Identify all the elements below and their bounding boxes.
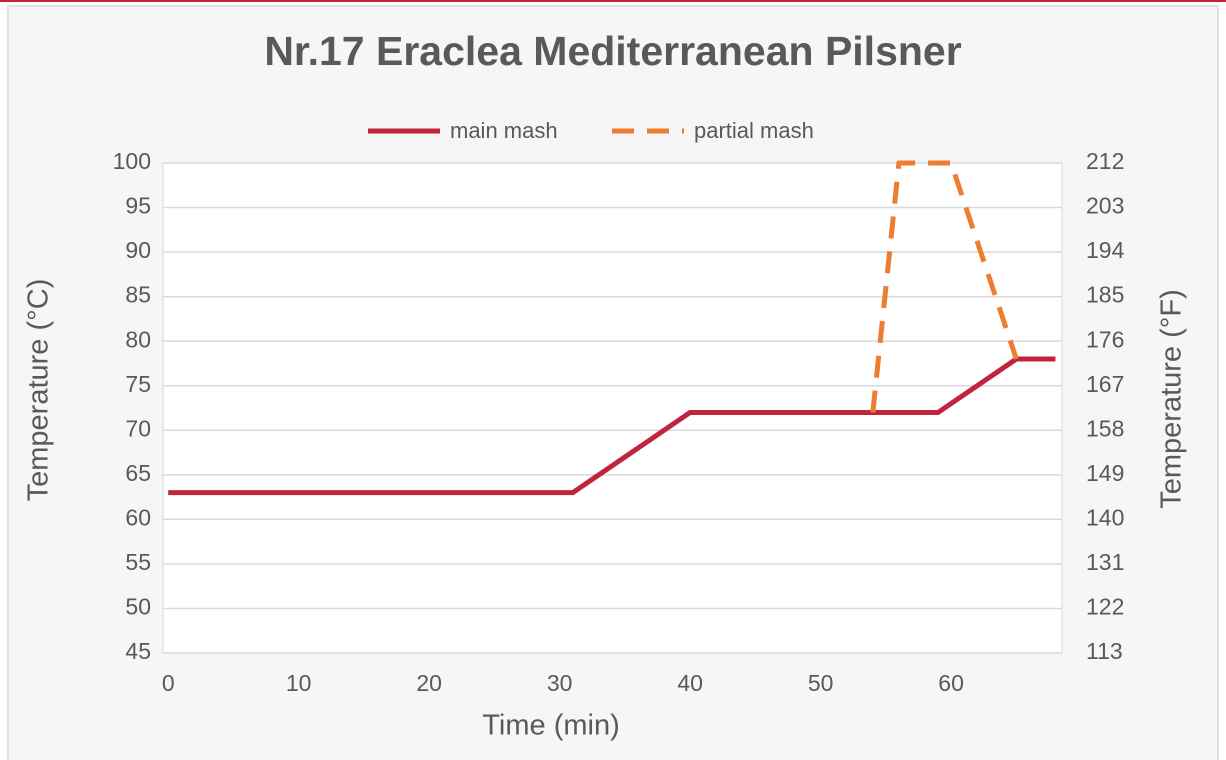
x-tick-label: 0	[162, 670, 175, 696]
y-tick-label: 95	[125, 193, 151, 219]
y-tick-label: 75	[125, 371, 151, 397]
y2-tick-label: 176	[1086, 326, 1124, 352]
x-tick-label: 60	[938, 670, 964, 696]
y2-axis-title: Temperature (°F)	[1156, 289, 1188, 508]
x-tick-label: 20	[416, 670, 442, 696]
y-tick-label: 60	[125, 504, 151, 530]
legend-label: main mash	[450, 118, 558, 143]
legend-label: partial mash	[694, 118, 814, 143]
y2-tick-label: 140	[1086, 504, 1124, 530]
y-tick-label: 90	[125, 237, 151, 263]
y-tick-label: 65	[125, 460, 151, 486]
y-tick-label: 45	[125, 638, 151, 664]
x-tick-label: 10	[286, 670, 312, 696]
y2-tick-label: 167	[1086, 371, 1124, 397]
y2-tick-label: 194	[1086, 237, 1125, 263]
y-tick-label: 70	[125, 415, 151, 441]
series-line	[168, 356, 1056, 496]
y-tick-label: 80	[125, 326, 151, 352]
chart-title: Nr.17 Eraclea Mediterranean Pilsner	[264, 28, 961, 74]
y2-tick-label: 212	[1086, 148, 1124, 174]
x-axis-title: Time (min)	[482, 710, 619, 742]
y2-tick-label: 185	[1086, 282, 1124, 308]
y2-tick-label: 122	[1086, 594, 1124, 620]
series-line	[870, 160, 1019, 413]
x-tick-label: 50	[808, 670, 834, 696]
y-tick-label: 85	[125, 282, 151, 308]
x-tick-label: 40	[677, 670, 703, 696]
y2-tick-label: 158	[1086, 415, 1124, 441]
y2-tick-label: 131	[1086, 549, 1124, 575]
y-axis-title: Temperature (°C)	[23, 279, 55, 502]
y2-tick-label: 203	[1086, 193, 1124, 219]
plot-area	[162, 162, 1063, 654]
y2-tick-label: 113	[1086, 638, 1123, 664]
y-tick-label: 55	[125, 549, 151, 575]
y2-tick-label: 149	[1086, 460, 1124, 486]
y-tick-label: 100	[113, 148, 151, 174]
x-tick-label: 30	[547, 670, 573, 696]
y-tick-label: 50	[125, 594, 151, 620]
